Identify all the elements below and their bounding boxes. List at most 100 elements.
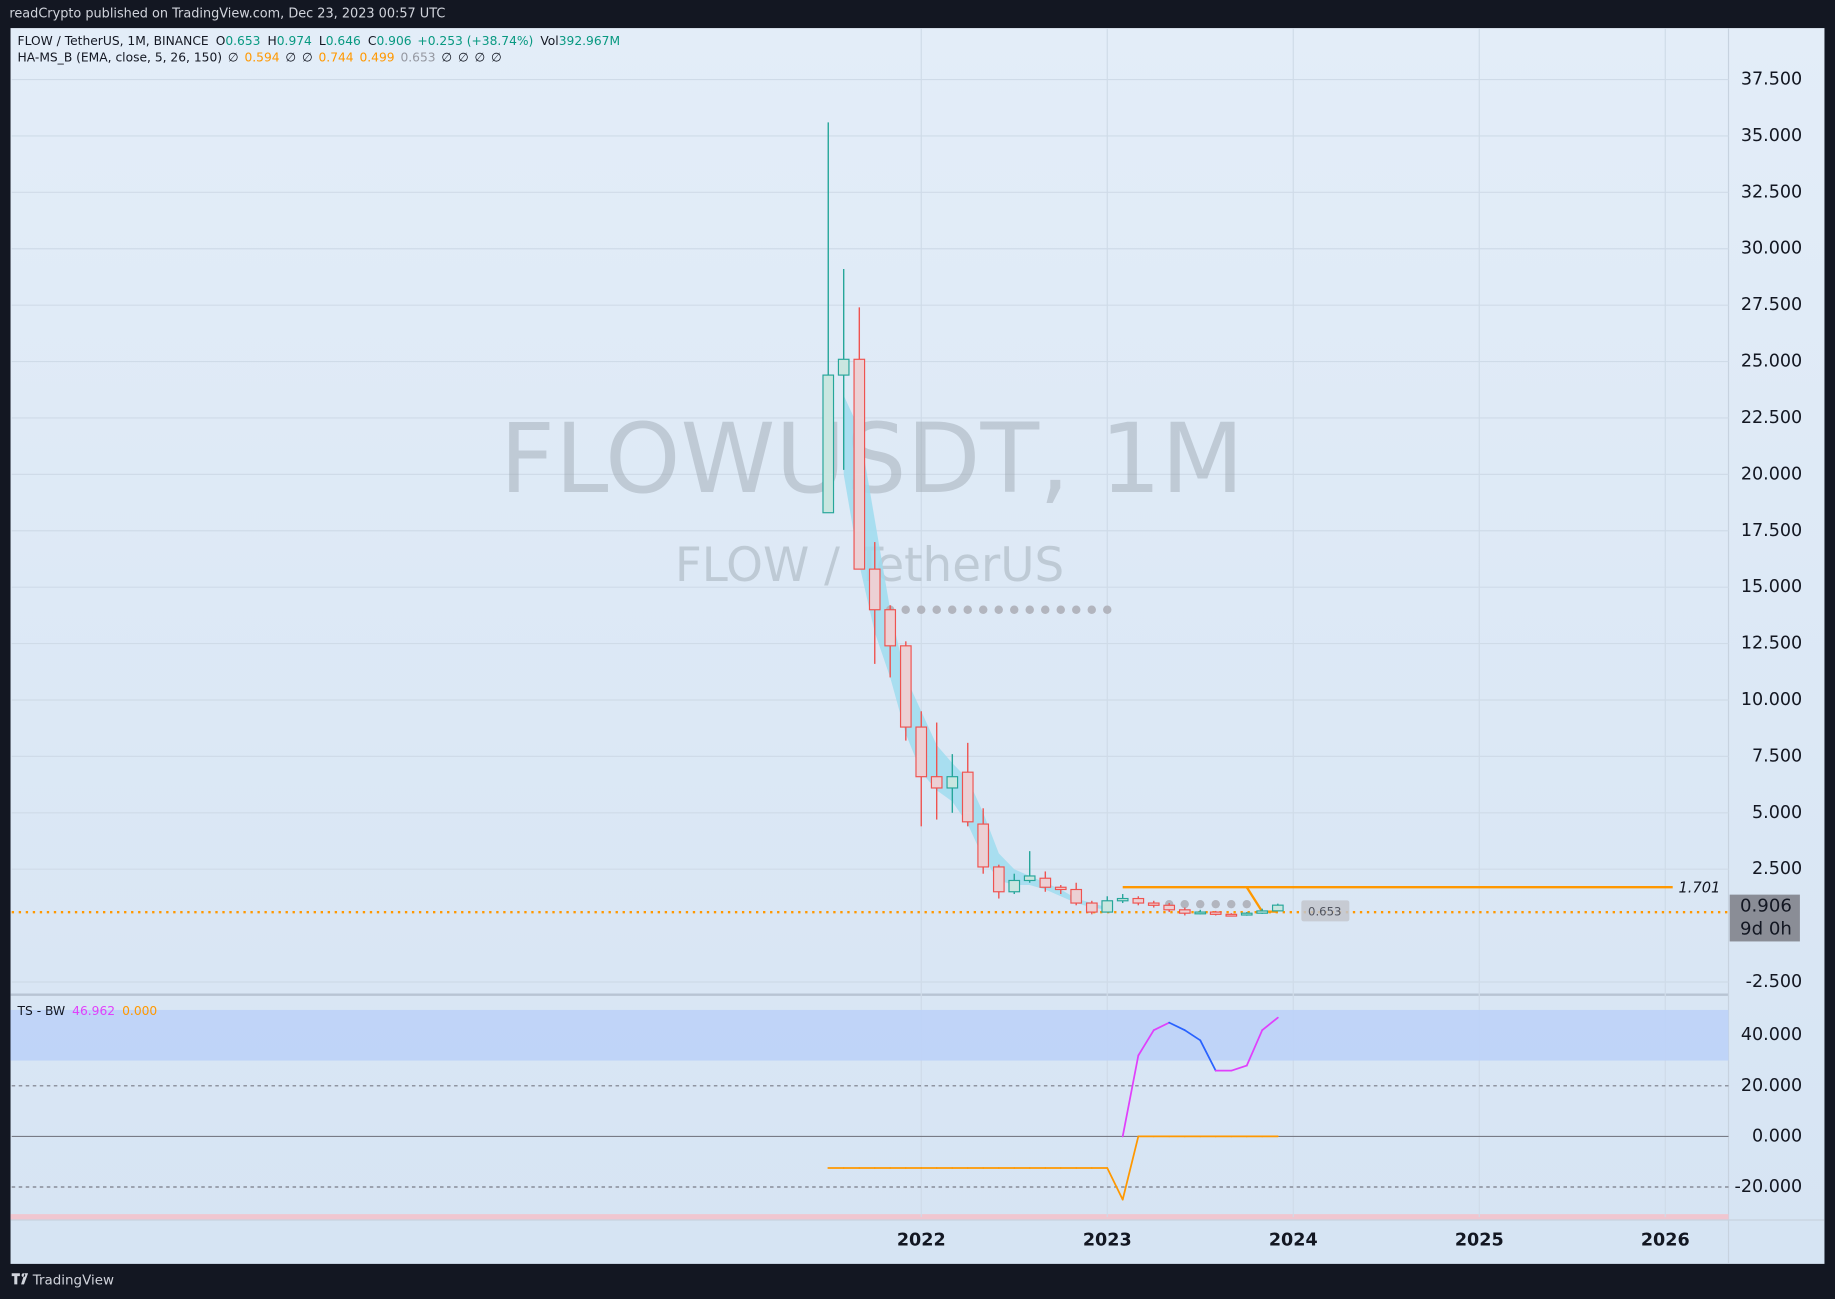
y-tick-label: 30.000 bbox=[1741, 239, 1802, 259]
level-dot bbox=[1211, 899, 1220, 909]
x-tick-label: 2023 bbox=[1083, 1230, 1132, 1250]
legend-item: ∅ bbox=[441, 50, 452, 64]
candle-body bbox=[915, 726, 928, 778]
indicator-line-segment bbox=[1168, 1021, 1186, 1032]
candle-body bbox=[1101, 900, 1114, 913]
candle-body bbox=[1023, 875, 1036, 882]
level-dot bbox=[901, 605, 910, 614]
legend-item: ∅ bbox=[302, 50, 313, 64]
candle-body bbox=[992, 866, 1005, 893]
x-tick-label: 2024 bbox=[1269, 1230, 1318, 1250]
legend-item: ∅ bbox=[475, 50, 486, 64]
y-tick-label: -2.500 bbox=[1746, 972, 1803, 992]
indicator-line-segment bbox=[1121, 1135, 1140, 1201]
level-dot bbox=[994, 605, 1003, 614]
candle-body bbox=[1147, 902, 1160, 906]
level-dot bbox=[1041, 605, 1050, 614]
candle-body bbox=[1039, 877, 1052, 888]
indicator-line-segment bbox=[1121, 1054, 1140, 1138]
x-tick-label: 2026 bbox=[1641, 1230, 1690, 1250]
publish-header: readCrypto published on TradingView.com,… bbox=[9, 7, 445, 22]
legend-item: HA-MS_B (EMA, close, 5, 26, 150) bbox=[18, 50, 223, 64]
level-dot bbox=[1227, 899, 1236, 909]
open-price-tag bbox=[1301, 900, 1350, 922]
candle-body bbox=[1194, 911, 1207, 915]
level-dot bbox=[1087, 605, 1096, 614]
level-dot bbox=[1056, 605, 1065, 614]
y-tick-label: 27.500 bbox=[1741, 295, 1802, 315]
last-price-tag bbox=[1729, 894, 1800, 942]
indicator-line-segment bbox=[1261, 1016, 1279, 1032]
candle-body bbox=[1256, 910, 1269, 914]
indicator-line-segment bbox=[1183, 1029, 1202, 1042]
legend-item: O bbox=[216, 33, 226, 47]
countdown-label: 9d 0h bbox=[1740, 919, 1792, 940]
candle-body bbox=[946, 776, 959, 789]
y-tick-label: 35.000 bbox=[1741, 126, 1802, 146]
brand-name: TradingView bbox=[32, 1273, 114, 1288]
legend-item: TS - BW bbox=[17, 1004, 66, 1018]
legend-item: 0.906 bbox=[376, 33, 411, 47]
y-tick-label: 40.000 bbox=[1741, 1025, 1802, 1045]
y-tick-label: 2.500 bbox=[1752, 859, 1802, 879]
last-price-label: 0.906 bbox=[1740, 895, 1792, 916]
y-tick-label: 32.500 bbox=[1741, 182, 1802, 202]
candle-body bbox=[930, 776, 943, 789]
y-tick-label: 12.500 bbox=[1741, 634, 1802, 654]
candle-body bbox=[1132, 897, 1145, 904]
level-label: 1.701 bbox=[1678, 879, 1720, 896]
indicator-line-segment bbox=[1106, 1167, 1124, 1201]
level-dot bbox=[1103, 605, 1112, 614]
y-tick-label: 10.000 bbox=[1741, 690, 1802, 710]
level-dot bbox=[1010, 605, 1019, 614]
level-dot bbox=[979, 605, 988, 614]
legend-item: 0.974 bbox=[277, 33, 312, 47]
legend-item: 0.594 bbox=[244, 50, 279, 64]
level-dot bbox=[916, 605, 926, 614]
indicator-line-segment bbox=[1230, 1064, 1248, 1072]
legend-item: 0.499 bbox=[359, 50, 394, 64]
level-dot bbox=[947, 605, 957, 614]
y-tick-label: 0.000 bbox=[1752, 1126, 1802, 1146]
price-legend: FLOW / TetherUS, 1M, BINANCE O0.653 H0.974… bbox=[18, 33, 620, 47]
candle-body bbox=[1271, 904, 1284, 912]
legend-item: 0.653 bbox=[225, 33, 260, 47]
legend-item: ∅ bbox=[458, 50, 469, 64]
y-tick-label: 37.500 bbox=[1741, 70, 1802, 90]
candle-body bbox=[884, 609, 897, 647]
candle-body bbox=[837, 358, 850, 376]
y-tick-label: 22.500 bbox=[1741, 408, 1802, 428]
x-tick-label: 2025 bbox=[1455, 1230, 1504, 1250]
brand-logo bbox=[11, 1273, 29, 1285]
y-tick-label: 15.000 bbox=[1741, 577, 1802, 597]
y-tick-label: 20.000 bbox=[1741, 464, 1802, 484]
candle-body bbox=[1163, 904, 1176, 911]
legend-item: FLOW / TetherUS, 1M, BINANCE bbox=[18, 33, 209, 47]
candle-body bbox=[822, 374, 835, 514]
open-price-label: 0.653 bbox=[1308, 905, 1341, 919]
legend-item: 0.000 bbox=[122, 1004, 157, 1018]
level-dot bbox=[932, 605, 941, 614]
legend-item: H bbox=[268, 33, 277, 47]
indicator-line-segment bbox=[1245, 1029, 1264, 1067]
indicator-line-segment bbox=[1199, 1039, 1217, 1072]
y-tick-label: -20.000 bbox=[1734, 1177, 1802, 1197]
legend-item: 0.744 bbox=[318, 50, 353, 64]
candle-body bbox=[1070, 888, 1083, 904]
level-dot bbox=[1180, 899, 1189, 909]
y-tick-label: 20.000 bbox=[1741, 1076, 1802, 1096]
legend-item: C bbox=[368, 33, 377, 47]
legend-item: ∅ bbox=[285, 50, 296, 64]
candle-body bbox=[1008, 879, 1021, 893]
candle-body bbox=[1116, 897, 1129, 902]
level-dot bbox=[1072, 605, 1081, 614]
x-tick-label: 2022 bbox=[897, 1230, 946, 1250]
legend-item: 0.646 bbox=[326, 33, 361, 47]
y-tick-label: 25.000 bbox=[1741, 352, 1802, 372]
indicator-line-segment bbox=[1137, 1029, 1155, 1057]
y-tick-label: 7.500 bbox=[1752, 746, 1802, 766]
y-tick-label: 5.000 bbox=[1752, 803, 1802, 823]
candle-body bbox=[853, 358, 866, 570]
legend-item: ∅ bbox=[228, 50, 239, 64]
candle-body bbox=[1225, 913, 1238, 917]
